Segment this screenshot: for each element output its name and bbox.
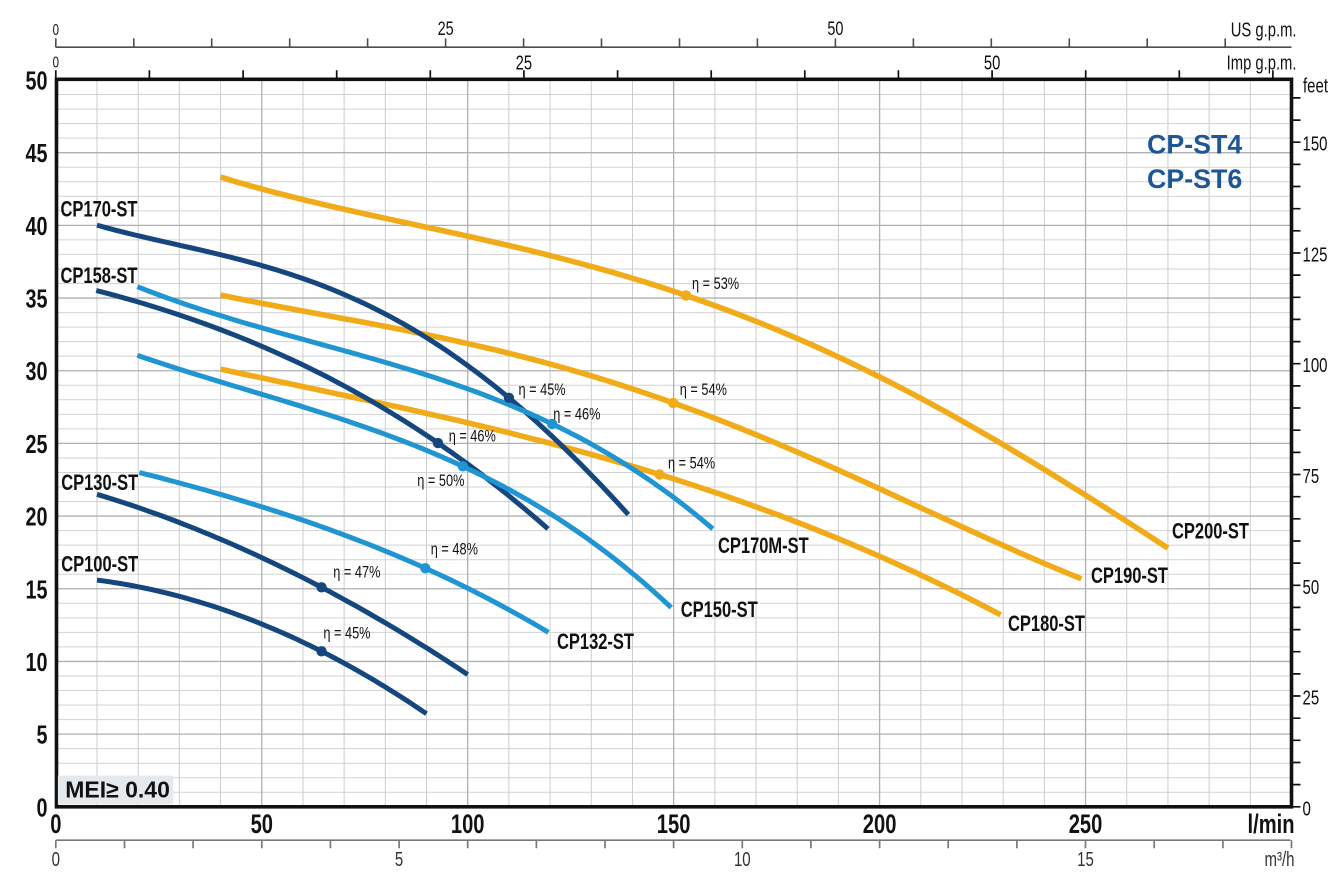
svg-text:Imp g.p.m.: Imp g.p.m. — [1227, 51, 1297, 74]
svg-text:CP150-ST: CP150-ST — [681, 598, 758, 623]
svg-text:5: 5 — [37, 720, 48, 749]
svg-text:CP190-ST: CP190-ST — [1091, 564, 1168, 589]
svg-text:35: 35 — [26, 284, 48, 313]
svg-text:CP200-ST: CP200-ST — [1172, 519, 1249, 544]
svg-text:η = 54%: η = 54% — [680, 380, 727, 399]
svg-text:50: 50 — [984, 51, 1001, 74]
svg-text:25: 25 — [1303, 686, 1320, 709]
svg-text:50: 50 — [827, 17, 843, 40]
svg-text:100: 100 — [1303, 354, 1328, 377]
svg-text:US g.p.m.: US g.p.m. — [1231, 18, 1297, 41]
svg-text:CP170-ST: CP170-ST — [61, 197, 138, 222]
svg-text:50: 50 — [251, 809, 273, 838]
svg-text:η = 46%: η = 46% — [449, 427, 496, 446]
svg-text:10: 10 — [734, 848, 751, 871]
svg-text:CP130-ST: CP130-ST — [61, 471, 138, 496]
svg-text:η = 45%: η = 45% — [519, 380, 566, 399]
svg-text:20: 20 — [26, 502, 48, 531]
svg-text:50: 50 — [1303, 576, 1320, 599]
svg-text:η = 46%: η = 46% — [553, 405, 600, 424]
svg-text:η = 47%: η = 47% — [333, 563, 380, 582]
svg-text:feet: feet — [1303, 74, 1328, 97]
svg-text:10: 10 — [26, 647, 48, 676]
svg-text:0: 0 — [53, 21, 60, 38]
svg-text:200: 200 — [863, 809, 897, 838]
svg-text:5: 5 — [395, 848, 403, 871]
svg-text:η = 48%: η = 48% — [431, 540, 478, 559]
svg-text:40: 40 — [26, 211, 48, 240]
svg-text:CP180-ST: CP180-ST — [1008, 612, 1085, 637]
svg-text:CP170M-ST: CP170M-ST — [718, 534, 809, 559]
svg-text:l/min: l/min — [1248, 809, 1295, 838]
svg-text:30: 30 — [26, 357, 48, 386]
svg-text:15: 15 — [1077, 848, 1094, 871]
svg-text:75: 75 — [1303, 465, 1320, 488]
svg-text:25: 25 — [26, 429, 48, 458]
svg-text:CP-ST4: CP-ST4 — [1147, 130, 1242, 160]
svg-text:0: 0 — [1303, 797, 1311, 820]
svg-text:25: 25 — [516, 51, 533, 74]
svg-text:25: 25 — [438, 17, 454, 40]
svg-text:m³/h: m³/h — [1265, 848, 1295, 871]
svg-text:η = 54%: η = 54% — [668, 454, 715, 473]
svg-text:50: 50 — [26, 66, 48, 95]
svg-text:0: 0 — [37, 793, 48, 822]
svg-text:0: 0 — [53, 54, 60, 71]
svg-text:0: 0 — [52, 848, 60, 871]
svg-text:250: 250 — [1069, 809, 1103, 838]
svg-text:η = 45%: η = 45% — [323, 624, 370, 643]
svg-text:45: 45 — [26, 139, 48, 168]
svg-text:CP132-ST: CP132-ST — [557, 630, 634, 655]
svg-text:η = 50%: η = 50% — [417, 471, 464, 490]
svg-text:CP-ST6: CP-ST6 — [1147, 164, 1242, 194]
svg-text:150: 150 — [1303, 133, 1328, 156]
svg-text:CP100-ST: CP100-ST — [61, 552, 138, 577]
svg-text:100: 100 — [451, 809, 485, 838]
svg-text:125: 125 — [1303, 243, 1328, 266]
svg-text:15: 15 — [26, 575, 48, 604]
svg-text:MEI≥ 0.40: MEI≥ 0.40 — [65, 777, 170, 803]
svg-text:η = 53%: η = 53% — [692, 274, 739, 293]
svg-text:0: 0 — [50, 809, 61, 838]
svg-text:CP158-ST: CP158-ST — [61, 264, 138, 289]
svg-text:150: 150 — [657, 809, 691, 838]
